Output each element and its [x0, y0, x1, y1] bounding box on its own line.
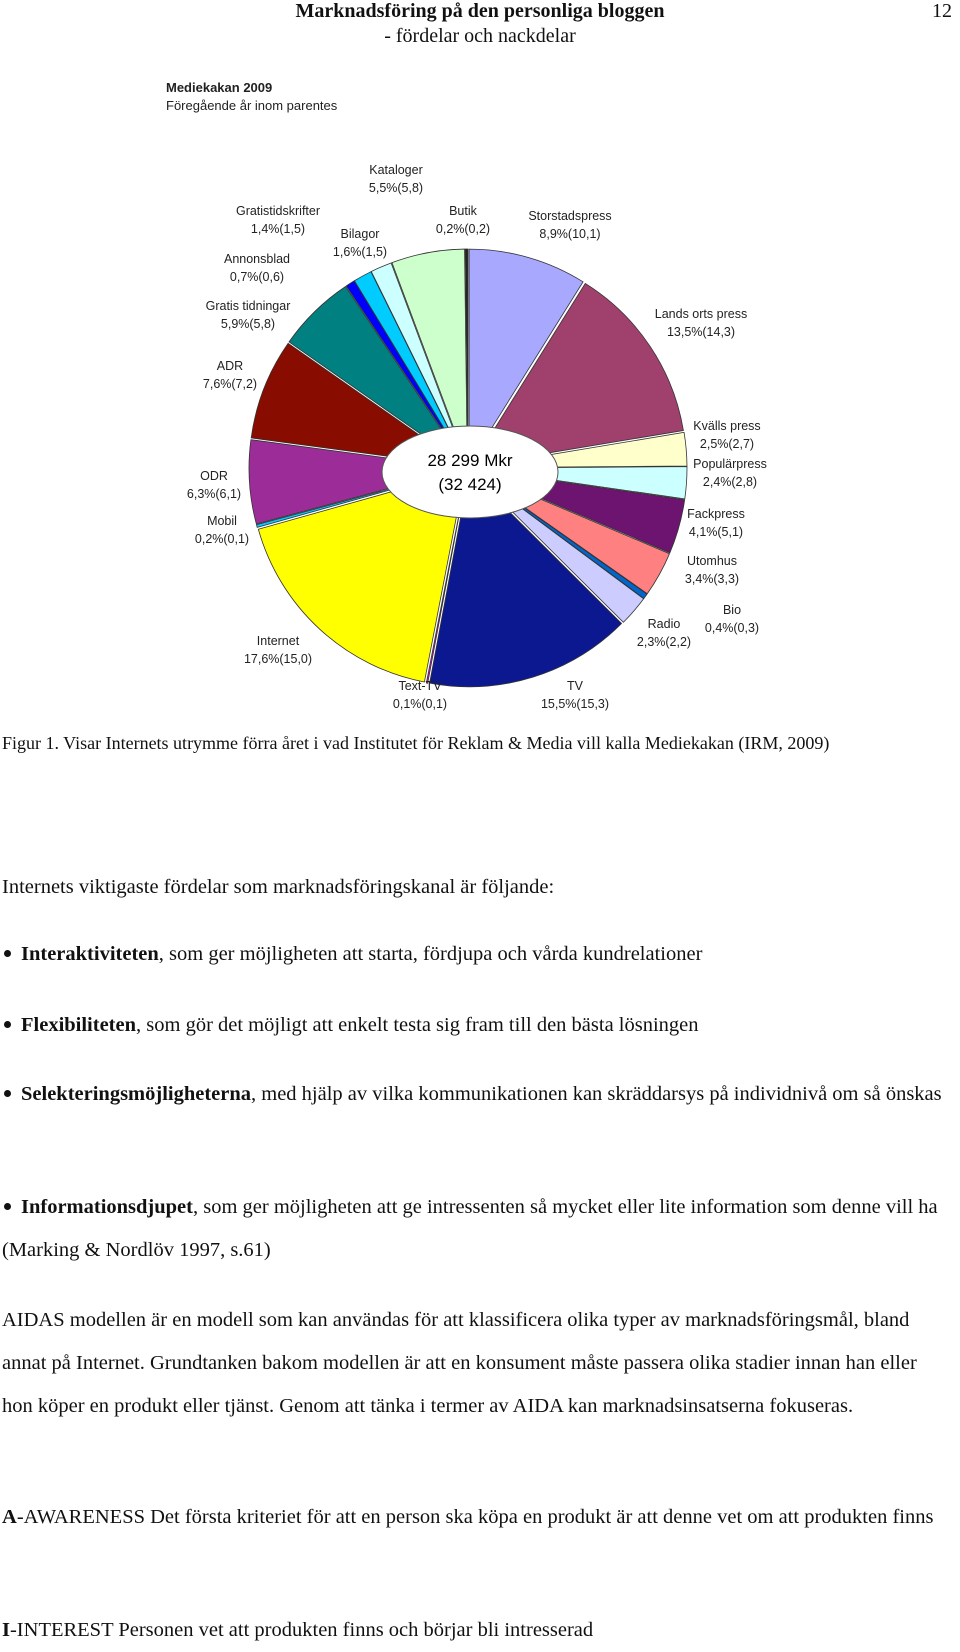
text: , som ger möjligheten att ge intressente… — [2, 1196, 938, 1261]
center-text: 28 299 Mkr — [427, 451, 512, 470]
slice-label: ADR — [217, 359, 243, 373]
text: , med hjälp av vilka kommunikationen kan… — [251, 1083, 942, 1105]
slice-value-label: 15,5%(15,3) — [541, 697, 609, 711]
slice-value-label: 13,5%(14,3) — [667, 325, 735, 339]
lead: A — [2, 1506, 17, 1528]
slice-value-label: 6,3%(6,1) — [187, 487, 241, 501]
pie-slice — [248, 439, 465, 525]
lead: Selekteringsmöjligheterna — [21, 1083, 252, 1105]
slice-value-label: 7,6%(7,2) — [203, 377, 257, 391]
slice-value-label: 5,9%(5,8) — [221, 317, 275, 331]
bullet-item: Flexibiliteten, som gör det möjligt att … — [2, 1004, 950, 1047]
slice-value-label: 1,6%(1,5) — [333, 245, 387, 259]
slice-label: TV — [567, 679, 584, 693]
slice-label: Lands orts press — [655, 307, 747, 321]
text: , som ger möjligheten att starta, fördju… — [158, 943, 703, 965]
slice-value-label: 8,9%(10,1) — [539, 227, 600, 241]
bullet-item: Informationsdjupet, som ger möjligheten … — [2, 1186, 950, 1272]
slice-value-label: 4,1%(5,1) — [689, 525, 743, 539]
pie-slice — [425, 471, 468, 684]
slice-value-label: 17,6%(15,0) — [244, 652, 312, 666]
caption: Figur 1. Visar Internets utrymme förra å… — [2, 733, 830, 753]
slice-value-label: 0,2%(0,2) — [436, 222, 490, 236]
chart-title: Mediekakan 2009 — [166, 80, 272, 95]
slice-value-label: 5,5%(5,8) — [369, 181, 423, 195]
slice-label: Radio — [648, 617, 681, 631]
pie-slice — [429, 471, 623, 688]
slice-value-label: 1,4%(1,5) — [251, 222, 305, 236]
slice-label: Gratis tidningar — [206, 299, 291, 313]
pie-slice — [257, 470, 466, 683]
lead: Flexibiliteten — [21, 1014, 137, 1036]
pie-slice — [470, 282, 684, 467]
slice-label: Populärpress — [693, 457, 767, 471]
pie-slice — [391, 248, 468, 465]
pie-slice — [468, 248, 584, 466]
lead: Informationsdjupet — [21, 1196, 193, 1218]
lead: Interaktiviteten — [21, 943, 159, 965]
text: -AWARENESS Det första kriteriet för att … — [16, 1506, 934, 1528]
center-text: (32 424) — [438, 475, 501, 494]
slice-label: Kataloger — [369, 163, 423, 177]
pie-slice — [288, 285, 466, 466]
slice-value-label: 0,1%(0,1) — [393, 697, 447, 711]
slice-label: Bilagor — [341, 227, 380, 241]
slice-label: Internet — [257, 634, 300, 648]
slice-label: Utomhus — [687, 554, 737, 568]
slice-label: Kvälls press — [693, 419, 760, 433]
text: , som gör det möjligt att enkelt testa s… — [136, 1014, 699, 1036]
slice-label: Mobil — [207, 514, 237, 528]
lead: I — [2, 1619, 10, 1641]
header-subtitle: - fördelar och nackdelar — [384, 25, 576, 47]
slice-value-label: 0,2%(0,1) — [195, 532, 249, 546]
header-title: Marknadsföring på den personliga bloggen — [295, 0, 665, 22]
bullet-item: Interaktiviteten, som ger möjligheten at… — [2, 933, 950, 976]
intro: Internets viktigaste fördelar som markna… — [2, 876, 555, 898]
slice-value-label: 0,7%(0,6) — [230, 270, 284, 284]
slice-label: Fackpress — [687, 507, 745, 521]
chart-subtitle: Föregående år inom parentes — [166, 98, 338, 113]
slice-label: ODR — [200, 469, 228, 483]
slice-value-label: 3,4%(3,3) — [685, 572, 739, 586]
slice-label: Storstadspress — [528, 209, 611, 223]
pie-slice — [464, 248, 469, 465]
slice-value-label: 2,3%(2,2) — [637, 635, 691, 649]
slice-label: Text-TV — [398, 679, 442, 693]
pie-slice — [250, 342, 465, 467]
slice-value-label: 2,5%(2,7) — [700, 437, 754, 451]
page-number: 12 — [932, 0, 952, 22]
stage-item: A-AWARENESS Det första kriteriet för att… — [2, 1496, 950, 1539]
bullet-item: Selekteringsmöjligheterna, med hjälp av … — [2, 1073, 950, 1116]
center-ellipse — [381, 425, 559, 519]
paragraph: AIDAS modellen är en modell som kan anvä… — [2, 1309, 917, 1417]
slice-value-label: 2,4%(2,8) — [703, 475, 757, 489]
text: -INTEREST Personen vet att produkten fin… — [9, 1619, 594, 1641]
slice-value-label: 0,4%(0,3) — [705, 621, 759, 635]
chart: Mediekakan 2009 Föregående år inom paren… — [166, 80, 767, 711]
pie-slice — [370, 262, 467, 465]
slice-label: Annonsblad — [224, 252, 290, 266]
stage-item: I-INTEREST Personen vet att produkten fi… — [2, 1609, 950, 1652]
slice-label: Bio — [723, 603, 741, 617]
slice-label: Gratistidskrifter — [236, 204, 320, 218]
slice-label: Butik — [449, 204, 478, 218]
